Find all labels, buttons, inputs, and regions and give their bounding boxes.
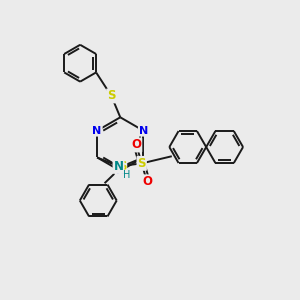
Text: N: N xyxy=(116,166,125,176)
Text: O: O xyxy=(142,175,152,188)
Text: S: S xyxy=(137,157,146,170)
Text: H: H xyxy=(123,170,130,180)
Text: O: O xyxy=(131,138,141,152)
Text: N: N xyxy=(139,126,148,136)
Text: N: N xyxy=(92,126,102,136)
Text: N: N xyxy=(113,160,124,173)
Text: S: S xyxy=(118,160,126,173)
Text: S: S xyxy=(107,89,116,102)
